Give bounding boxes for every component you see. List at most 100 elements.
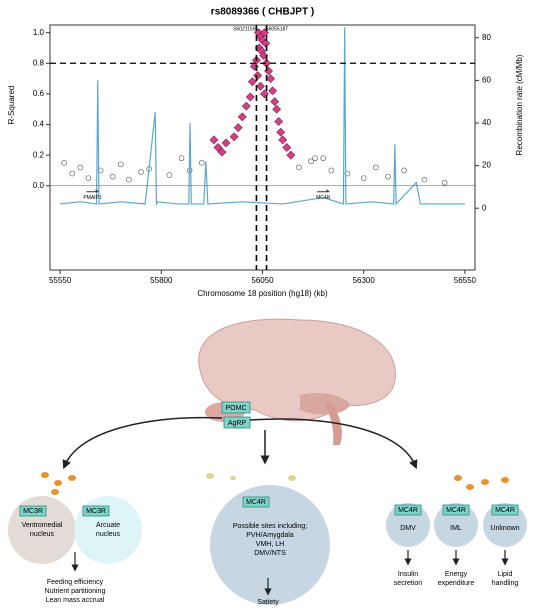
annotation: S6021159: [233, 26, 256, 32]
effect: Insulin: [398, 571, 418, 578]
site: DMV/NTS: [254, 550, 286, 557]
snp-point: [245, 92, 255, 102]
effect: Lean mass accrual: [46, 597, 105, 604]
effect: Satiety: [257, 599, 279, 606]
arrow-right: [249, 418, 418, 470]
receptor-tag: [82, 505, 110, 517]
site: nucleus: [96, 531, 121, 538]
snp-point: [270, 97, 280, 106]
snp-point: [312, 155, 318, 162]
snp-point: [274, 117, 284, 126]
receptor-tag: [242, 496, 270, 508]
snp-point: [256, 81, 265, 91]
y2-tick-label: 40: [482, 118, 491, 127]
diagram: POMC AgRP MC3R MC3R Ventromedial nucleus…: [8, 318, 527, 606]
effect: secretion: [394, 580, 423, 587]
site: Possible sites including;: [233, 523, 307, 530]
y-tick-label: 0.2: [33, 150, 45, 159]
snp-point: [213, 143, 223, 152]
snp-point: [260, 28, 269, 38]
receptor-tag: [19, 505, 47, 517]
y-tick-label: 0.6: [33, 89, 45, 98]
receptor-tag: [491, 504, 519, 516]
pomc-box: [221, 401, 251, 414]
snp-point: [278, 135, 288, 145]
x-tick-label: 55550: [49, 276, 72, 285]
snp-point: [259, 51, 269, 61]
x-axis-label: Chromosome 18 position (hg18) (kb): [197, 289, 328, 298]
site: Unknown: [490, 525, 519, 532]
site: Ventromedial: [22, 522, 63, 529]
gene-label: MC4R: [316, 195, 331, 201]
y-tick-label: 1.0: [33, 28, 45, 37]
receptor-tag: [394, 504, 422, 516]
snp-point: [441, 179, 448, 186]
receptor: MC3R: [23, 508, 43, 515]
snp-point: [77, 164, 84, 171]
snp-point: [209, 135, 219, 145]
snp-point: [229, 132, 239, 142]
receptor: MC4R: [246, 499, 266, 506]
snp-point: [237, 112, 247, 122]
chart-title: rs8089366 ( CHBJPT ): [211, 7, 314, 18]
arrow-left: [62, 416, 223, 470]
snp-point: [118, 161, 124, 168]
snp-point: [401, 167, 407, 174]
snp-point: [296, 164, 302, 171]
annotation: S6055187: [265, 26, 288, 32]
site: DMV: [400, 525, 416, 532]
y-axis-label: R-Squared: [7, 86, 16, 125]
plot-frame: [49, 24, 476, 271]
peptide-dots: [41, 472, 509, 495]
effect: expenditure: [438, 580, 475, 587]
x-tick-label: 56050: [251, 276, 274, 285]
snp-point: [233, 123, 243, 133]
receptor: MC3R: [86, 508, 106, 515]
snp-point: [69, 170, 76, 177]
y2-tick-label: 80: [482, 33, 491, 42]
y-tick-label: 0.8: [33, 58, 45, 67]
effect: Lipid: [498, 571, 513, 578]
snp-point: [109, 173, 116, 180]
snp-point: [198, 160, 205, 166]
snp-point: [308, 158, 314, 165]
receptor: MC4R: [446, 507, 466, 514]
snp-point: [166, 172, 173, 178]
snp-point: [268, 86, 278, 96]
site: VMH, LH: [256, 541, 284, 548]
x-tick-label: 56550: [454, 276, 477, 285]
snp-point: [282, 143, 292, 152]
gene-label: PMAIP1: [83, 195, 102, 201]
snp-point: [421, 176, 428, 183]
gene-marker: [317, 189, 330, 193]
recombination-line: [60, 27, 465, 207]
gene-marker: [86, 189, 99, 193]
y2-tick-label: 20: [482, 161, 491, 170]
agrp-box: [223, 416, 251, 429]
snp-point: [373, 164, 379, 171]
effect: Nutrient partitioning: [45, 588, 106, 595]
snp-point: [286, 150, 296, 160]
snp-point: [272, 104, 282, 114]
snp-point: [85, 175, 92, 181]
x-tick-label: 56300: [353, 276, 376, 285]
site: Arcuate: [96, 522, 120, 529]
agrp-label: AgRP: [228, 420, 247, 427]
y2-axis-label: Recombination rate (cM/Mb): [515, 54, 524, 155]
site: nucleus: [30, 531, 55, 538]
chart: rs8089366 ( CHBJPT ) Chromosome 18 positi…: [7, 7, 524, 298]
snp-point: [385, 173, 391, 180]
snp-point: [241, 101, 251, 111]
site: PVH/Amygdala: [246, 532, 294, 539]
effect: Energy: [445, 571, 468, 578]
snp-point: [61, 160, 67, 166]
snp-point: [266, 74, 276, 84]
receptor: MC4R: [495, 507, 515, 514]
effect: Feeding efficiency: [47, 579, 104, 586]
y-tick-label: 0.4: [33, 120, 45, 129]
snp-point: [247, 77, 257, 87]
snp-point: [217, 147, 227, 157]
snp-point: [126, 176, 132, 183]
snp-point: [138, 169, 144, 175]
